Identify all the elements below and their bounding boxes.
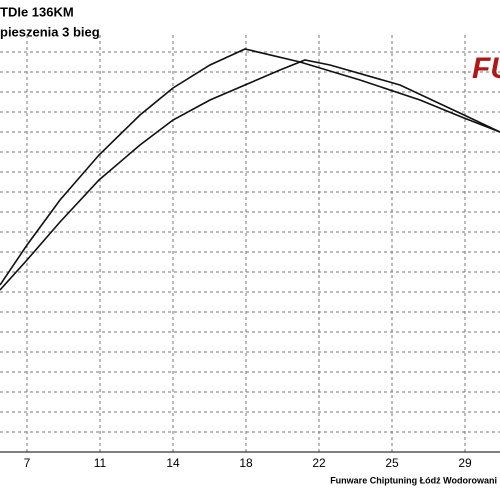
series-line <box>0 59 500 291</box>
x-tick-label: 18 <box>239 456 253 470</box>
x-tick-label: 22 <box>312 456 326 470</box>
x-tick-label: 7 <box>24 456 31 470</box>
x-tick-label: 14 <box>166 456 180 470</box>
x-tick-label: 25 <box>385 456 399 470</box>
logo: FU <box>472 52 500 85</box>
x-tick-label: 11 <box>94 456 107 470</box>
chart-subtitle: pieszenia 3 bieg <box>0 24 100 39</box>
footer: Funware Chiptuning Łódź Wodorowani <box>330 475 497 485</box>
series-line <box>0 48 500 286</box>
chart-title: TDIe 136KM <box>0 4 74 19</box>
x-tick-label: 29 <box>458 456 472 470</box>
